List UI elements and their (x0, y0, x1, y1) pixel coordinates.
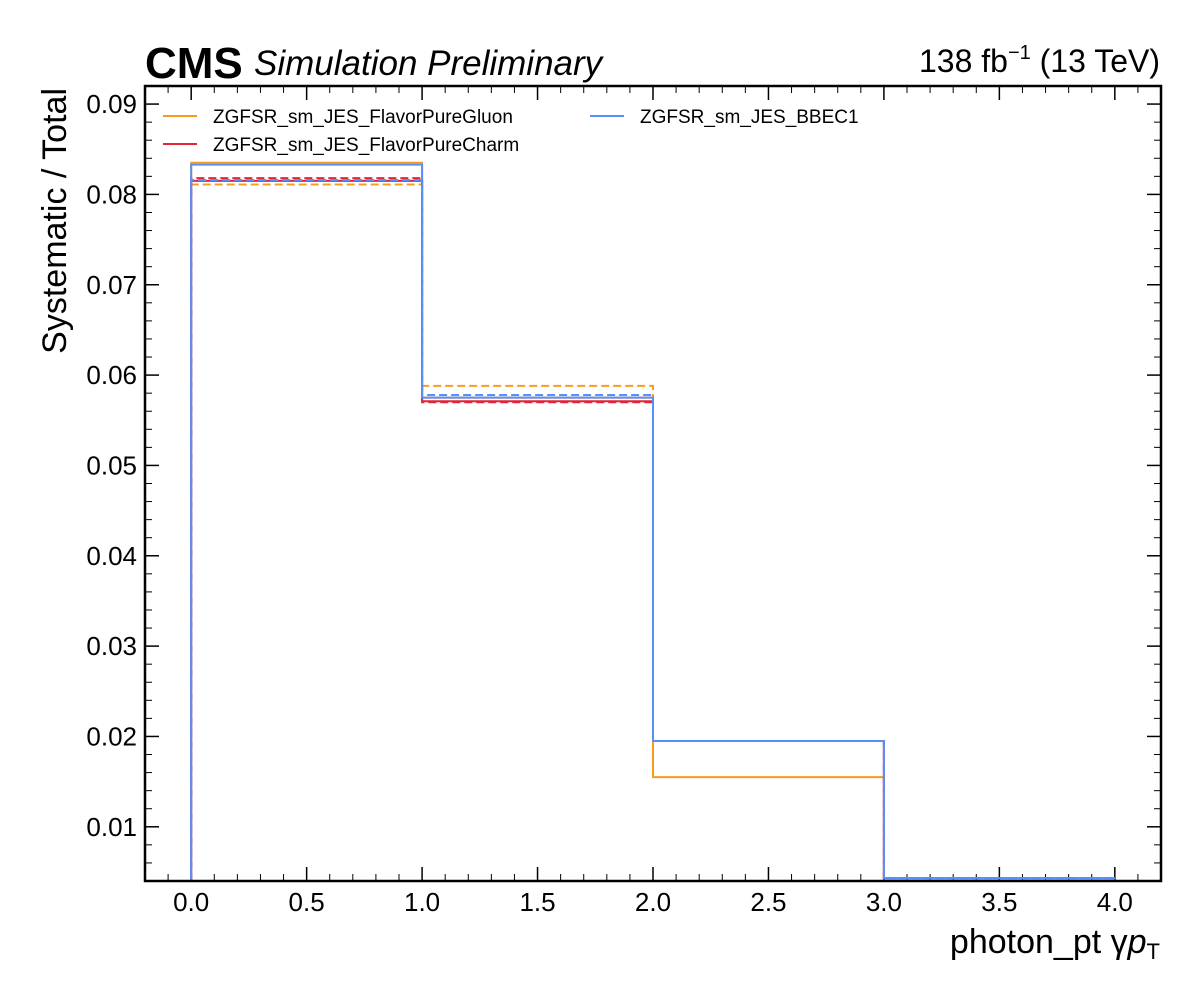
x-axis-title-main: photon_pt γ (950, 923, 1128, 961)
legend-label: ZGFSR_sm_JES_FlavorPureGluon (213, 107, 513, 128)
series-group (190, 161, 1115, 881)
legend-label: ZGFSR_sm_JES_FlavorPureCharm (213, 135, 519, 156)
x-axis-title: photon_pt γpT (950, 923, 1160, 964)
tick-labels: 0.0 0.5 1.0 1.5 2.0 2.5 3.0 3.5 4.0 0.01 0.02 0.03 0… (86, 89, 1133, 917)
lumi-prefix: 138 fb (919, 43, 1008, 79)
cms-logo: CMS (145, 39, 243, 88)
x-axis-title-p: p (1127, 923, 1147, 961)
y-tick-label: 0.07 (86, 270, 137, 300)
y-tick-label: 0.06 (86, 360, 137, 390)
x-tick-label: 2.5 (750, 887, 786, 917)
y-tick-label: 0.04 (86, 541, 137, 571)
luminosity-label: 138 fb−1 (13 TeV) (919, 42, 1160, 79)
legend-label: ZGFSR_sm_JES_BBEC1 (640, 107, 859, 128)
series-line-1 (190, 183, 1115, 881)
x-tick-label: 0.5 (289, 887, 325, 917)
y-tick-label: 0.03 (86, 631, 137, 661)
x-tick-label: 4.0 (1097, 887, 1133, 917)
y-tick-label: 0.08 (86, 179, 137, 209)
x-tick-label: 1.5 (519, 887, 555, 917)
x-tick-label: 2.0 (635, 887, 671, 917)
y-tick-label: 0.09 (86, 89, 137, 119)
x-axis-title-sub: T (1147, 939, 1160, 964)
x-tick-label: 3.0 (866, 887, 902, 917)
y-axis-title: Systematic / Total (36, 88, 74, 354)
y-tick-label: 0.01 (86, 812, 137, 842)
series-line-5 (190, 178, 1115, 881)
lumi-suffix: (13 TeV) (1031, 43, 1160, 79)
x-tick-label: 1.0 (404, 887, 440, 917)
y-tick-label: 0.05 (86, 450, 137, 480)
legend: ZGFSR_sm_JES_FlavorPureGluon ZGFSR_sm_JES… (163, 107, 859, 156)
lumi-exponent: −1 (1008, 42, 1031, 64)
x-tick-label: 3.5 (981, 887, 1017, 917)
y-tick-label: 0.02 (86, 721, 137, 751)
x-tick-label: 0.0 (173, 887, 209, 917)
cms-extra-label: Simulation Preliminary (254, 44, 605, 83)
plot-frame (143, 84, 1163, 883)
